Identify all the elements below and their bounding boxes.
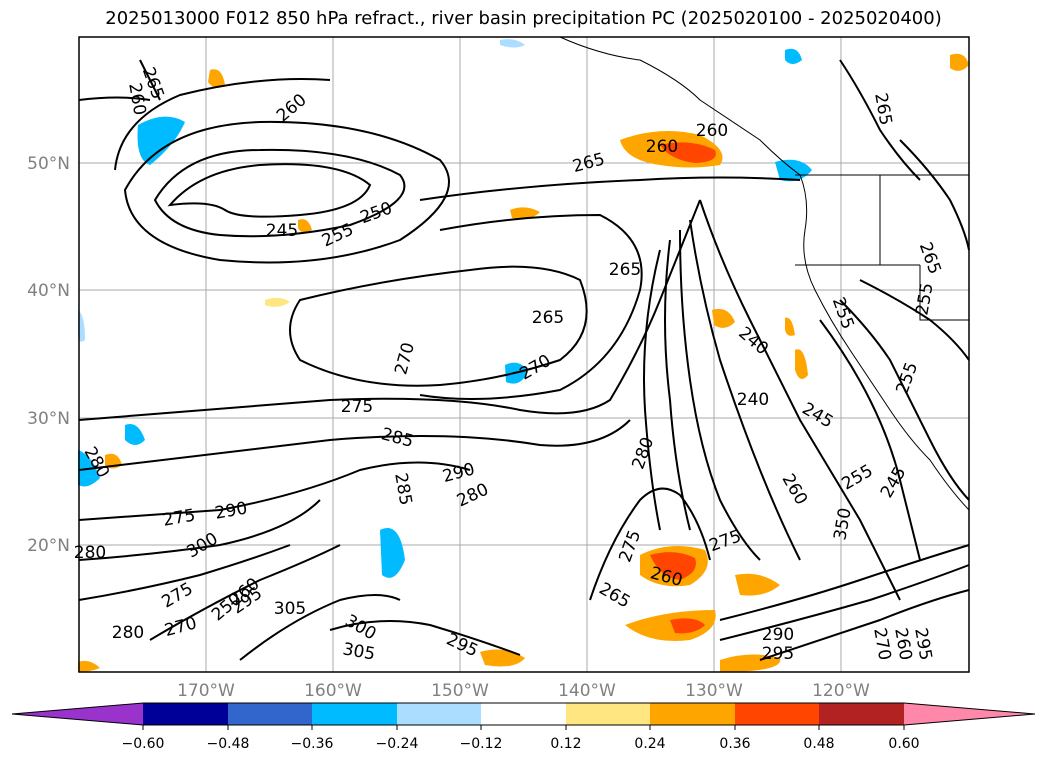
refractivity-contours — [78, 59, 970, 661]
map-background — [79, 37, 969, 672]
colorbar-segment — [143, 703, 228, 725]
precipitation-shading — [78, 39, 969, 672]
map-title: 2025013000 F012 850 hPa refract., river … — [105, 8, 942, 29]
contour-label: 260 — [696, 121, 728, 141]
contour-label: 280 — [112, 623, 144, 643]
lat-label-20n: 20°N — [27, 536, 70, 556]
contour-label: 260 — [646, 137, 678, 157]
contour-label: 295 — [762, 644, 794, 664]
contour-label: 290 — [762, 625, 794, 645]
colorbar-segment — [228, 703, 312, 725]
colorbar-extend-low — [12, 703, 143, 725]
contour-label: 280 — [74, 543, 106, 563]
colorbar-tick-label: 0.12 — [550, 736, 581, 752]
colorbar-segment — [735, 703, 819, 725]
colorbar-tick-marks — [142, 725, 905, 730]
contour-label: 265 — [609, 260, 641, 280]
colorbar-segment — [650, 703, 735, 725]
lon-label-150w: 150°W — [431, 681, 489, 701]
colorbar-tick-label: 0.48 — [803, 736, 834, 752]
colorbar-tick-label: −0.36 — [291, 736, 334, 752]
colorbar-segment — [819, 703, 904, 725]
lon-label-170w: 170°W — [177, 681, 235, 701]
contour-label: 275 — [341, 397, 373, 417]
colorbar: −0.60 −0.48 −0.36 −0.24 −0.12 0.12 0.24 … — [11, 702, 1036, 752]
colorbar-segment — [397, 703, 481, 725]
colorbar-tick-label: 0.60 — [888, 736, 919, 752]
contour-label: 245 — [266, 221, 298, 241]
longitude-labels: 170°W 160°W 150°W 140°W 130°W 120°W — [177, 681, 870, 701]
colorbar-tick-label: −0.12 — [460, 736, 503, 752]
colorbar-tick-label: 0.24 — [634, 736, 665, 752]
contour-label: 265 — [532, 308, 564, 328]
lon-label-140w: 140°W — [558, 681, 616, 701]
lat-label-50n: 50°N — [27, 154, 70, 174]
lon-label-160w: 160°W — [304, 681, 362, 701]
contour-label: 305 — [274, 599, 306, 619]
lon-label-120w: 120°W — [812, 681, 870, 701]
colorbar-segment — [312, 703, 397, 725]
colorbar-extend-high — [904, 703, 1035, 725]
lon-label-130w: 130°W — [685, 681, 743, 701]
colorbar-tick-label: −0.48 — [207, 736, 250, 752]
colorbar-segment — [481, 703, 566, 725]
colorbar-tick-label: −0.24 — [376, 736, 419, 752]
lat-label-30n: 30°N — [27, 409, 70, 429]
contour-label: 240 — [737, 390, 769, 410]
graticule — [79, 37, 969, 672]
coastlines — [559, 36, 970, 511]
colorbar-tick-label: −0.60 — [122, 736, 165, 752]
lat-label-40n: 40°N — [27, 281, 70, 301]
map-frame — [78, 36, 970, 673]
colorbar-segment — [566, 703, 650, 725]
colorbar-tick-label: 0.36 — [719, 736, 750, 752]
latitude-labels: 50°N 40°N 30°N 20°N — [27, 154, 70, 556]
